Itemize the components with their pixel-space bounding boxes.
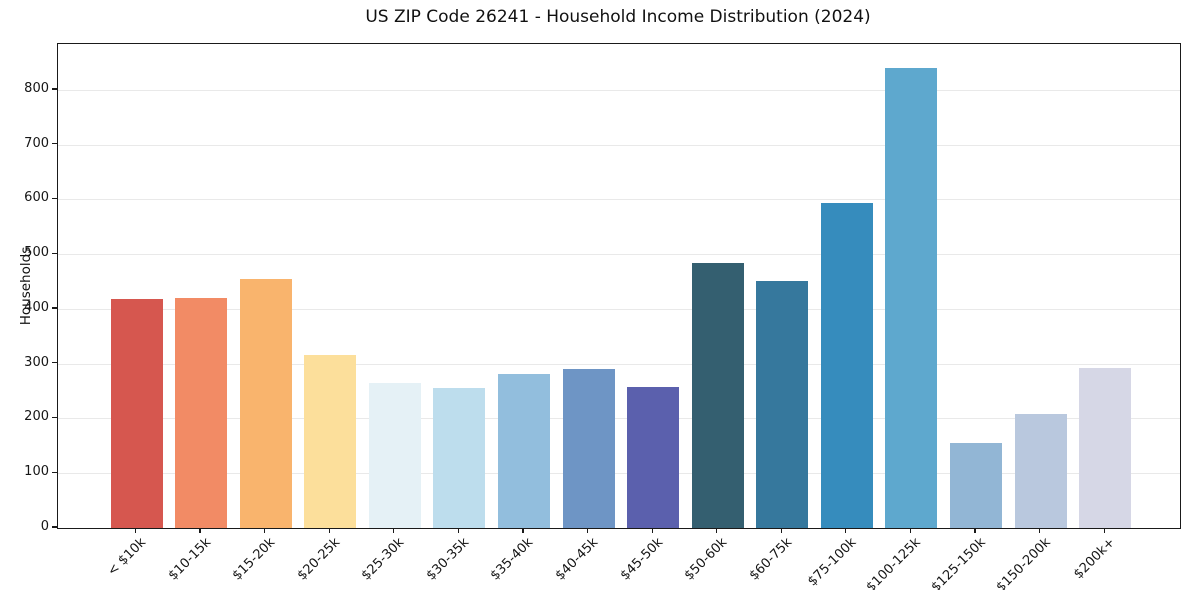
x-tick-label-6: $30-35k xyxy=(423,535,473,584)
x-tick-label-12: $75-100k xyxy=(805,535,860,590)
x-tick-mark-10 xyxy=(716,528,718,533)
y-tick-label-400: 400 xyxy=(24,299,49,315)
x-tick-label-2: $10-15k xyxy=(165,535,214,584)
x-tick-label-7: $35-40k xyxy=(488,535,537,584)
bar-12-75-100k xyxy=(820,203,873,528)
y-tick-mark-300 xyxy=(52,362,57,364)
gridline-y200 xyxy=(58,418,1180,420)
bar-13-100-125k xyxy=(885,67,938,528)
gridline-y700 xyxy=(58,144,1180,146)
y-tick-mark-500 xyxy=(52,252,57,254)
bar-10-50-60k xyxy=(691,263,744,528)
x-tick-mark-1 xyxy=(134,528,137,533)
y-tick-label-100: 100 xyxy=(24,464,49,480)
x-tick-mark-12 xyxy=(845,528,847,533)
bar-4-20-25k xyxy=(304,355,357,528)
x-tick-mark-3 xyxy=(264,528,266,533)
y-tick-label-200: 200 xyxy=(24,409,49,425)
x-tick-mark-2 xyxy=(199,528,201,533)
x-tick-label-4: $20-25k xyxy=(294,535,343,584)
y-tick-mark-700 xyxy=(52,143,57,145)
y-tick-label-700: 700 xyxy=(24,135,49,151)
x-tick-mark-11 xyxy=(780,528,782,533)
x-tick-mark-6 xyxy=(457,528,459,533)
bar-9-45-50k xyxy=(627,387,680,528)
x-tick-label-13: $100-125k xyxy=(863,535,925,590)
x-tick-mark-7 xyxy=(522,528,524,533)
bar-16-200k xyxy=(1079,367,1132,528)
gridline-y400 xyxy=(58,308,1180,310)
bar-11-60-75k xyxy=(756,280,809,528)
x-tick-mark-5 xyxy=(393,528,395,533)
x-tick-label-8: $40-45k xyxy=(552,535,602,584)
x-tick-label-5: $25-30k xyxy=(358,535,408,584)
gridline-y600 xyxy=(58,199,1180,201)
x-tick-label-9: $45-50k xyxy=(617,535,666,584)
bar-6-30-35k xyxy=(433,387,486,528)
x-tick-label-16: $200k+ xyxy=(1070,535,1118,583)
y-tick-label-0: 0 xyxy=(40,519,49,534)
x-tick-mark-15 xyxy=(1039,528,1041,533)
y-tick-label-600: 600 xyxy=(24,190,49,206)
y-tick-mark-200 xyxy=(52,416,57,419)
x-tick-mark-16 xyxy=(1103,528,1105,533)
x-tick-label-11: $60-75k xyxy=(746,535,795,584)
y-tick-mark-100 xyxy=(52,471,57,473)
chart-title: US ZIP Code 26241 - Household Income Dis… xyxy=(365,7,871,27)
bar-1-10k xyxy=(110,299,163,528)
x-tick-label-3: $15-20k xyxy=(229,535,279,584)
y-tick-mark-600 xyxy=(52,197,57,200)
bar-15-150-200k xyxy=(1014,414,1067,528)
gridline-y500 xyxy=(58,254,1180,256)
gridline-y100 xyxy=(58,473,1180,475)
x-tick-label-1: < $10k xyxy=(105,535,150,580)
x-tick-mark-14 xyxy=(974,528,976,533)
plot-area xyxy=(57,43,1181,529)
y-tick-label-500: 500 xyxy=(24,245,49,261)
y-tick-mark-400 xyxy=(52,307,57,309)
gridline-y300 xyxy=(58,363,1180,365)
bar-2-10-15k xyxy=(175,297,228,528)
gridline-y800 xyxy=(58,89,1180,91)
bar-8-40-45k xyxy=(562,369,615,528)
x-tick-label-15: $150-200k xyxy=(993,535,1054,590)
x-tick-label-14: $125-150k xyxy=(928,535,989,590)
y-tick-mark-800 xyxy=(52,88,57,90)
y-tick-mark-0 xyxy=(52,526,57,528)
x-tick-mark-13 xyxy=(909,528,912,533)
bar-14-125-150k xyxy=(950,443,1003,528)
x-tick-mark-9 xyxy=(651,528,653,533)
x-tick-label-10: $50-60k xyxy=(681,535,731,584)
bar-7-35-40k xyxy=(497,374,550,528)
y-tick-label-800: 800 xyxy=(24,80,49,96)
x-tick-mark-4 xyxy=(328,528,330,533)
y-tick-label-300: 300 xyxy=(24,354,49,370)
bar-5-25-30k xyxy=(368,383,421,528)
bar-3-15-20k xyxy=(239,279,292,528)
x-tick-mark-8 xyxy=(586,528,589,533)
